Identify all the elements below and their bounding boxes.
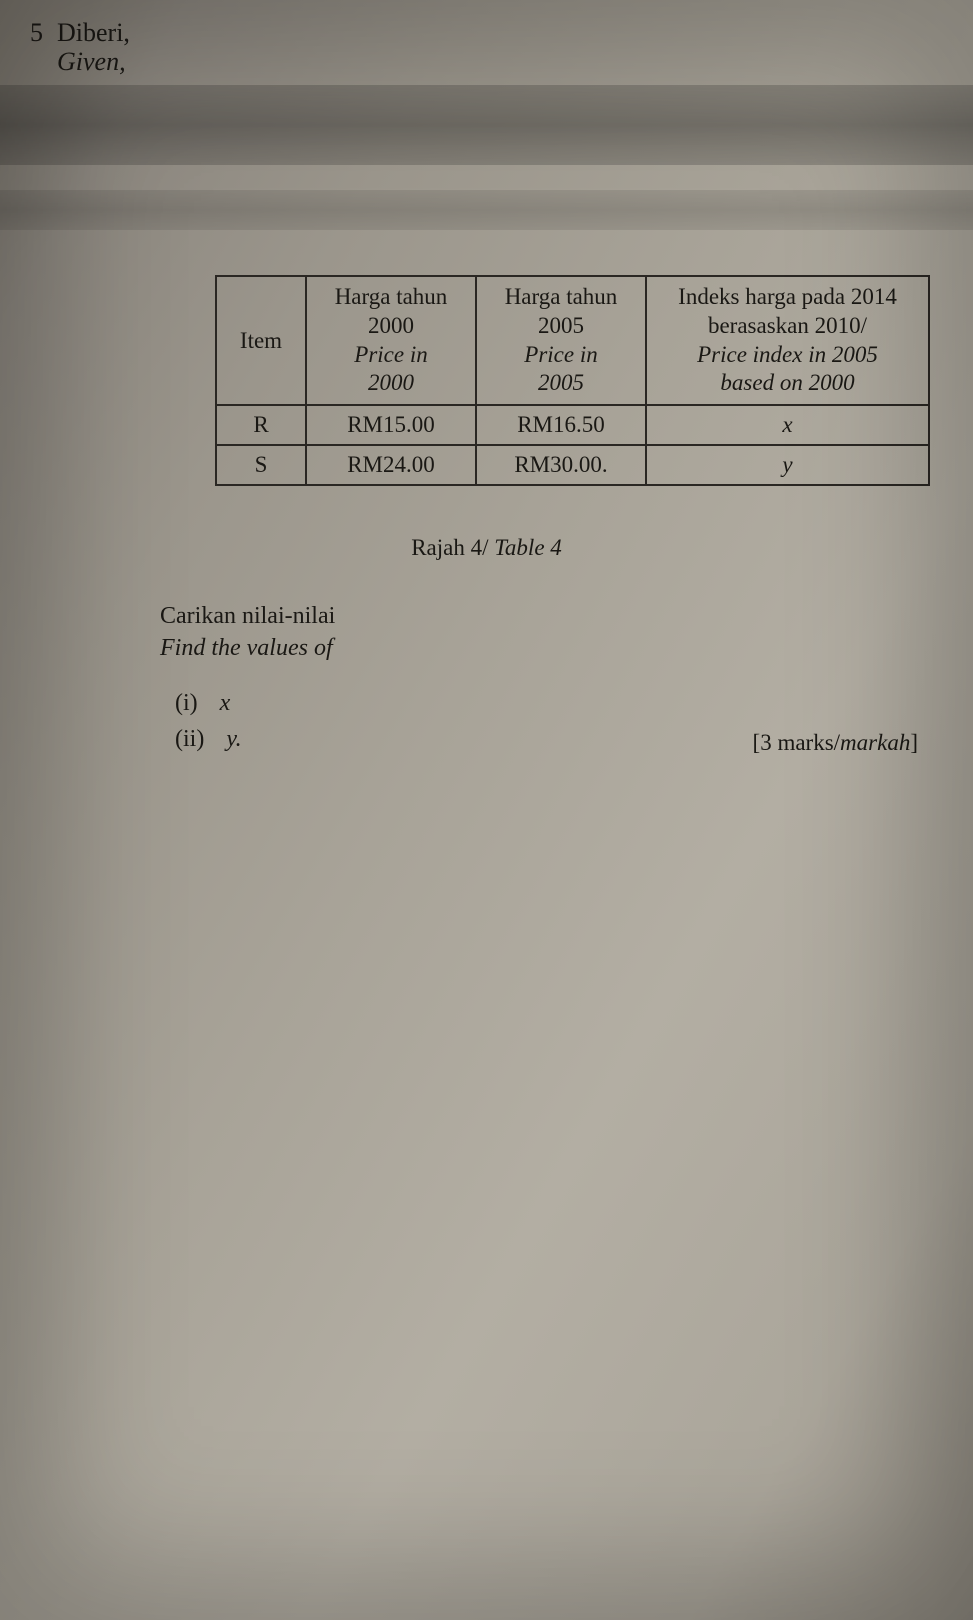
- col-index: Indeks harga pada 2014 berasaskan 2010/ …: [646, 276, 929, 405]
- cell-p2005: RM16.50: [476, 405, 646, 445]
- photo-vignette: [0, 0, 973, 1620]
- lead-en: Given,: [57, 47, 126, 76]
- part-var: x: [220, 685, 231, 721]
- table-row: R RM15.00 RM16.50 x: [216, 405, 929, 445]
- cell-index: y: [646, 445, 929, 485]
- hdr-en: Price index in 2005: [697, 342, 878, 367]
- col-price-2000: Harga tahun 2000 Price in 2000: [306, 276, 476, 405]
- cell-p2000: RM15.00: [306, 405, 476, 445]
- hdr-en: Price in: [354, 342, 427, 367]
- hdr-ms: Harga tahun: [505, 284, 618, 309]
- hdr-en-2: 2005: [538, 370, 584, 395]
- hdr-en: Price in: [524, 342, 597, 367]
- instruction: Carikan nilai-nilai Find the values of: [160, 600, 335, 665]
- cell-item: S: [216, 445, 306, 485]
- hdr-ms-2: 2005: [538, 313, 584, 338]
- hdr-ms: Harga tahun: [335, 284, 448, 309]
- part-row: (ii) y.: [175, 721, 242, 757]
- marks-count: 3: [760, 730, 772, 755]
- marks-ms: markah: [840, 730, 910, 755]
- question-header: 5 Diberi, Given,: [30, 18, 130, 76]
- photo-shadow-band-2: [0, 190, 973, 230]
- table-caption: Rajah 4/ Table 4: [0, 535, 973, 561]
- parts-list: (i) x (ii) y.: [175, 685, 242, 757]
- marks-en: marks: [777, 730, 833, 755]
- cell-index: x: [646, 405, 929, 445]
- instruction-ms: Carikan nilai-nilai: [160, 603, 335, 629]
- hdr-ms-2: berasaskan 2010/: [708, 313, 867, 338]
- hdr-ms-2: 2000: [368, 313, 414, 338]
- caption-en: Table 4: [494, 535, 562, 560]
- marks-close: ]: [910, 730, 918, 755]
- part-var: y.: [226, 721, 241, 757]
- caption-sep: /: [482, 535, 488, 560]
- col-price-2005: Harga tahun 2005 Price in 2005: [476, 276, 646, 405]
- question-number: 5: [30, 18, 43, 48]
- table-header-row: Item Harga tahun 2000 Price in 2000 Harg…: [216, 276, 929, 405]
- instruction-en: Find the values of: [160, 635, 333, 661]
- data-table: Item Harga tahun 2000 Price in 2000 Harg…: [215, 275, 930, 486]
- cell-p2000: RM24.00: [306, 445, 476, 485]
- cell-p2005: RM30.00.: [476, 445, 646, 485]
- part-row: (i) x: [175, 685, 242, 721]
- part-label: (ii): [175, 721, 204, 757]
- hdr-en-2: based on 2000: [720, 370, 854, 395]
- data-table-wrap: Item Harga tahun 2000 Price in 2000 Harg…: [215, 275, 930, 486]
- table-row: S RM24.00 RM30.00. y: [216, 445, 929, 485]
- cell-item: R: [216, 405, 306, 445]
- marks-allocation: [3 marks/markah]: [753, 730, 918, 756]
- col-item: Item: [216, 276, 306, 405]
- page: 5 Diberi, Given, Item Harga tahun 2000 P…: [0, 0, 973, 1620]
- caption-ms: Rajah 4: [411, 535, 482, 560]
- photo-shadow-band: [0, 85, 973, 165]
- part-label: (i): [175, 685, 198, 721]
- hdr-ms: Indeks harga pada 2014: [678, 284, 897, 309]
- hdr-en-2: 2000: [368, 370, 414, 395]
- lead-ms: Diberi,: [57, 18, 130, 47]
